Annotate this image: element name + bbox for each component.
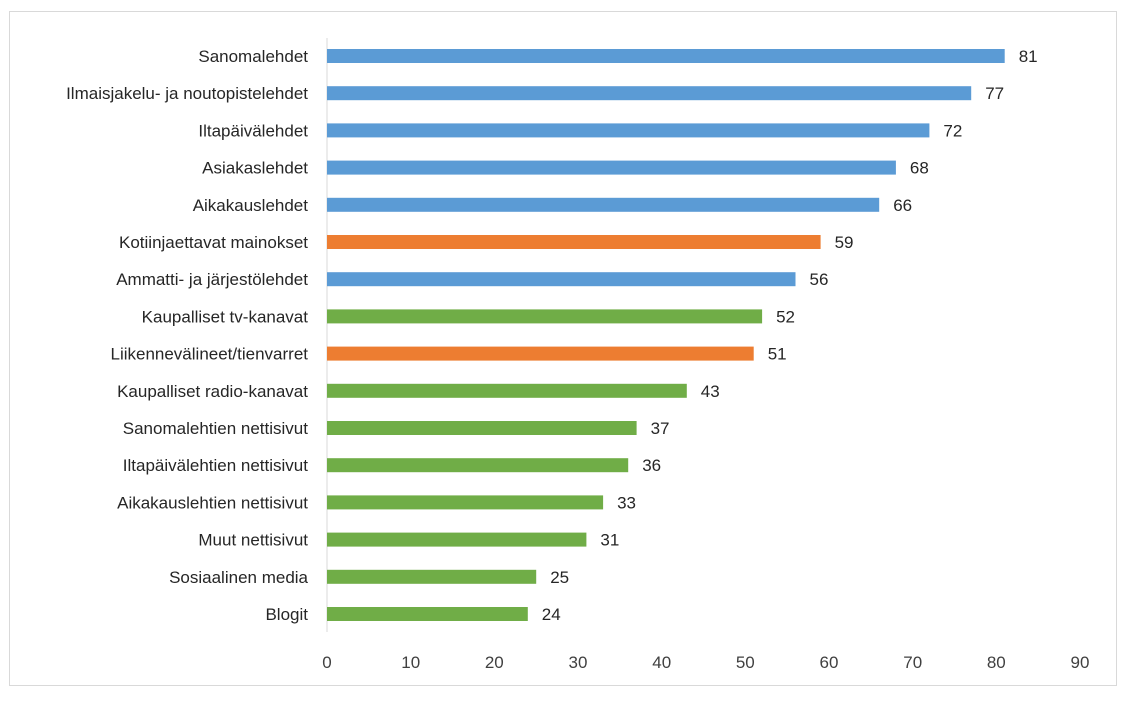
bar-kaupalliset-radio-kanavat: [327, 383, 687, 398]
value-label-iltapaivalehtien-nettisivut: 36: [642, 456, 661, 475]
x-tick-label-30: 30: [569, 653, 588, 672]
x-tick-label-50: 50: [736, 653, 755, 672]
bars-group: [327, 49, 1005, 621]
bar-iltapaivalehdet: [327, 123, 930, 138]
category-label-kaupalliset-tv-kanavat: Kaupalliset tv-kanavat: [142, 307, 309, 326]
x-tick-label-10: 10: [401, 653, 420, 672]
bar-aikakauslehtien-nettisivut: [327, 495, 604, 510]
value-label-liikennevalineet-tienvarret: 51: [768, 345, 787, 364]
bar-sanomalehdet: [327, 49, 1005, 63]
bar-asiakaslehdet: [327, 160, 896, 175]
category-label-ammatti-ja-jarjestolehdet: Ammatti- ja järjestölehdet: [116, 270, 308, 289]
value-label-ilmaisjakelu-ja-noutopistelehdet: 77: [985, 84, 1004, 103]
value-label-asiakaslehdet: 68: [910, 159, 929, 178]
bar-blogit: [327, 607, 528, 621]
bar-liikennevalineet-tienvarret: [327, 346, 754, 361]
value-label-aikakauslehdet: 66: [893, 196, 912, 215]
category-labels: Sanomalehdet Ilmaisjakelu- ja noutopistel…: [66, 47, 308, 624]
value-label-sanomalehtien-nettisivut: 37: [651, 419, 670, 438]
value-label-kaupalliset-tv-kanavat: 52: [776, 307, 795, 326]
value-label-muut-nettisivut: 31: [600, 531, 619, 550]
value-label-iltapaivalehdet: 72: [943, 121, 962, 140]
bar-kotiinjaettavat-mainokset: [327, 235, 821, 249]
value-labels: 81 77 72 68 66 59 56 52 51 43 37 36 33 31 25 24: [542, 47, 1038, 624]
bar-kaupalliset-tv-kanavat: [327, 309, 763, 324]
category-label-iltapaivalehtien-nettisivut: Iltapäivälehtien nettisivut: [123, 456, 309, 475]
x-axis-tick-labels: 0 10 20 30 40 50 60 70 80 90: [322, 653, 1089, 672]
category-label-sosiaalinen-media: Sosiaalinen media: [169, 568, 308, 587]
category-label-ilmaisjakelu-ja-noutopistelehdet: Ilmaisjakelu- ja noutopistelehdet: [66, 84, 308, 103]
x-tick-label-20: 20: [485, 653, 504, 672]
x-tick-label-70: 70: [903, 653, 922, 672]
x-tick-label-40: 40: [652, 653, 671, 672]
category-label-liikennevalineet-tienvarret: Liikennevälineet/tienvarret: [110, 345, 308, 364]
bar-ammatti-ja-jarjestolehdet: [327, 272, 796, 287]
value-label-blogit: 24: [542, 605, 561, 624]
category-label-aikakauslehdet: Aikakauslehdet: [193, 196, 309, 215]
category-label-kotiinjaettavat-mainokset: Kotiinjaettavat mainokset: [119, 233, 308, 252]
value-label-ammatti-ja-jarjestolehdet: 56: [810, 270, 829, 289]
category-label-muut-nettisivut: Muut nettisivut: [198, 531, 308, 550]
value-label-sosiaalinen-media: 25: [550, 568, 569, 587]
value-label-kaupalliset-radio-kanavat: 43: [701, 382, 720, 401]
x-tick-label-90: 90: [1071, 653, 1090, 672]
x-tick-label-80: 80: [987, 653, 1006, 672]
value-label-kotiinjaettavat-mainokset: 59: [835, 233, 854, 252]
bar-muut-nettisivut: [327, 532, 587, 547]
value-label-aikakauslehtien-nettisivut: 33: [617, 493, 636, 512]
bar-iltapaivalehtien-nettisivut: [327, 458, 629, 473]
category-label-aikakauslehtien-nettisivut: Aikakauslehtien nettisivut: [117, 493, 308, 512]
bar-ilmaisjakelu-ja-noutopistelehdet: [327, 86, 972, 101]
category-label-blogit: Blogit: [265, 605, 308, 624]
category-label-asiakaslehdet: Asiakaslehdet: [202, 159, 308, 178]
bar-aikakauslehdet: [327, 197, 880, 212]
x-tick-label-60: 60: [820, 653, 839, 672]
bar-sanomalehtien-nettisivut: [327, 421, 637, 435]
x-tick-label-0: 0: [322, 653, 331, 672]
category-label-kaupalliset-radio-kanavat: Kaupalliset radio-kanavat: [117, 382, 308, 401]
category-label-sanomalehdet: Sanomalehdet: [198, 47, 308, 66]
value-label-sanomalehdet: 81: [1019, 47, 1038, 66]
category-label-iltapaivalehdet: Iltapäivälehdet: [198, 121, 308, 140]
bar-sosiaalinen-media: [327, 569, 537, 584]
category-label-sanomalehtien-nettisivut: Sanomalehtien nettisivut: [123, 419, 309, 438]
